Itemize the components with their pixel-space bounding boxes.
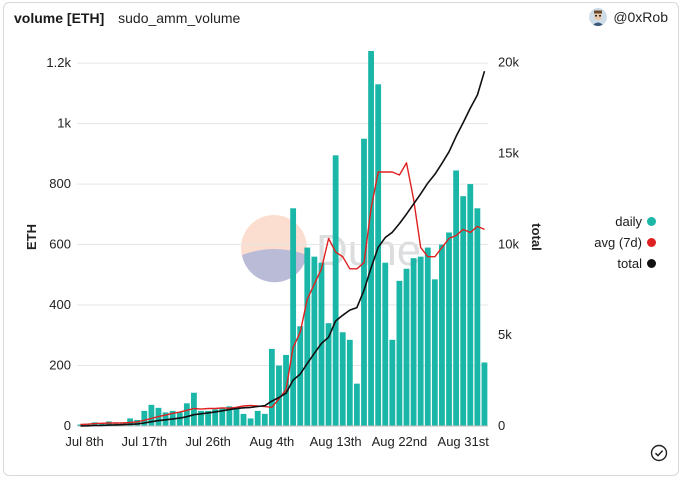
author-link[interactable]: @0xRob: [589, 8, 668, 26]
x-tick-label: Aug 31st: [438, 434, 490, 449]
bar-daily: [332, 155, 339, 427]
legend-dot-daily: [647, 217, 656, 226]
bar-daily: [325, 323, 332, 426]
chart-title: volume [ETH]: [14, 10, 105, 26]
legend-label-avg: avg (7d): [594, 235, 642, 250]
bar-daily: [460, 196, 467, 426]
y-left-tick-label: 200: [49, 358, 71, 373]
bar-daily: [417, 256, 424, 426]
chart-header: volume [ETH] sudo_amm_volume: [14, 10, 240, 26]
bar-daily: [361, 138, 367, 426]
bar-daily: [290, 208, 297, 426]
chart-subtitle: sudo_amm_volume: [118, 10, 241, 26]
y-left-axis-title: ETH: [24, 224, 39, 250]
bar-daily: [226, 406, 233, 426]
legend-item-avg[interactable]: avg (7d): [594, 232, 656, 253]
y-right-tick-label: 0: [498, 418, 505, 433]
bar-daily: [453, 170, 460, 426]
bar-daily: [389, 339, 396, 426]
bar-daily: [198, 410, 204, 426]
y-left-tick-label: 1k: [57, 116, 71, 131]
dune-watermark: Dune: [241, 215, 421, 283]
bar-daily: [304, 247, 311, 426]
bar-daily: [276, 365, 282, 426]
bar-daily: [474, 208, 481, 426]
bar-daily: [105, 421, 112, 426]
y-left-tick-label: 1.2k: [46, 55, 71, 70]
legend-item-total[interactable]: total: [594, 253, 656, 274]
bar-daily: [212, 409, 219, 426]
bar-daily: [375, 84, 382, 427]
bar-daily: [439, 244, 445, 426]
x-tick-label: Jul 17th: [122, 434, 168, 449]
y-left-tick-label: 400: [49, 297, 71, 312]
bar-daily: [254, 410, 261, 426]
bar-daily: [467, 184, 474, 426]
legend-label-total: total: [617, 256, 642, 271]
bar-daily: [233, 407, 240, 426]
line-total: [80, 70, 486, 427]
y-right-tick-label: 20k: [498, 55, 519, 70]
bar-daily: [396, 280, 403, 426]
bar-daily: [311, 256, 318, 426]
bar-daily: [98, 422, 105, 426]
chart-card: volume [ETH] sudo_amm_volume @0xRob Dune…: [3, 2, 679, 476]
legend-item-daily[interactable]: daily: [594, 211, 656, 232]
bar-daily: [268, 348, 275, 426]
watermark-logo-shade: [242, 249, 307, 283]
bar-daily: [134, 419, 141, 426]
y-right-axis-title: total: [529, 223, 544, 250]
bar-daily: [431, 279, 438, 426]
bar-daily: [346, 339, 353, 426]
check-circle-icon[interactable]: [650, 444, 668, 467]
bar-daily: [481, 362, 488, 426]
avatar-icon: [589, 8, 608, 26]
y-left-tick-label: 800: [49, 176, 71, 191]
bar-daily: [240, 413, 247, 426]
y-right-tick-label: 15k: [498, 145, 519, 160]
bar-daily: [183, 403, 190, 426]
author-name: @0xRob: [613, 9, 668, 25]
y-left-tick-label: 0: [64, 418, 71, 433]
bar-daily: [247, 418, 254, 426]
bar-daily: [261, 413, 268, 426]
bar-daily: [353, 383, 360, 426]
chart-plot: Dune 0 200 400 600 800 1k 1.2k 0 5k 10k 15k 20k ETH to…: [24, 51, 544, 449]
bar-daily: [148, 404, 155, 426]
line-avg-7d: [80, 162, 485, 426]
bar-daily: [205, 410, 212, 426]
bar-daily: [141, 410, 148, 426]
bar-daily: [339, 332, 346, 426]
y-right-tick-label: 5k: [498, 327, 512, 342]
legend-label-daily: daily: [615, 214, 642, 229]
legend: daily avg (7d) total: [594, 211, 656, 274]
bar-daily: [410, 258, 417, 426]
bar-daily: [297, 326, 304, 426]
y-right-tick-label: 10k: [498, 236, 519, 251]
bar-daily: [191, 392, 197, 426]
y-left-tick-label: 600: [49, 237, 71, 252]
legend-dot-total: [647, 259, 656, 268]
bar-daily: [176, 412, 183, 426]
bar-daily: [382, 262, 389, 426]
x-tick-label: Aug 4th: [249, 434, 294, 449]
bar-daily: [446, 232, 452, 426]
x-tick-label: Jul 8th: [65, 434, 103, 449]
x-tick-label: Aug 22nd: [372, 434, 428, 449]
x-tick-label: Aug 13th: [310, 434, 362, 449]
bar-daily: [403, 268, 410, 426]
x-tick-label: Jul 26th: [185, 434, 231, 449]
bar-daily: [368, 51, 374, 427]
legend-dot-avg: [647, 238, 656, 247]
bar-daily: [219, 407, 226, 426]
bar-daily: [424, 247, 431, 426]
